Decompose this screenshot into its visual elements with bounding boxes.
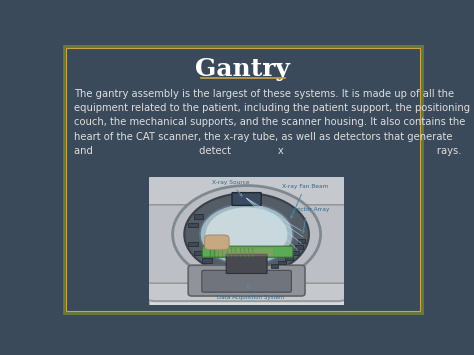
- FancyBboxPatch shape: [59, 43, 427, 316]
- Text: Gantry: Gantry: [195, 56, 291, 81]
- Text: and                                  detect               x                     : and detect x: [74, 146, 462, 156]
- Text: couch, the mechanical supports, and the scanner housing. It also contains the: couch, the mechanical supports, and the …: [74, 118, 465, 127]
- Text: The gantry assembly is the largest of these systems. It is made up of all the: The gantry assembly is the largest of th…: [74, 89, 454, 99]
- Text: heart of the CAT scanner, the x-ray tube, as well as detectors that generate: heart of the CAT scanner, the x-ray tube…: [74, 132, 453, 142]
- Text: equipment related to the patient, including the patient support, the positioning: equipment related to the patient, includ…: [74, 103, 470, 113]
